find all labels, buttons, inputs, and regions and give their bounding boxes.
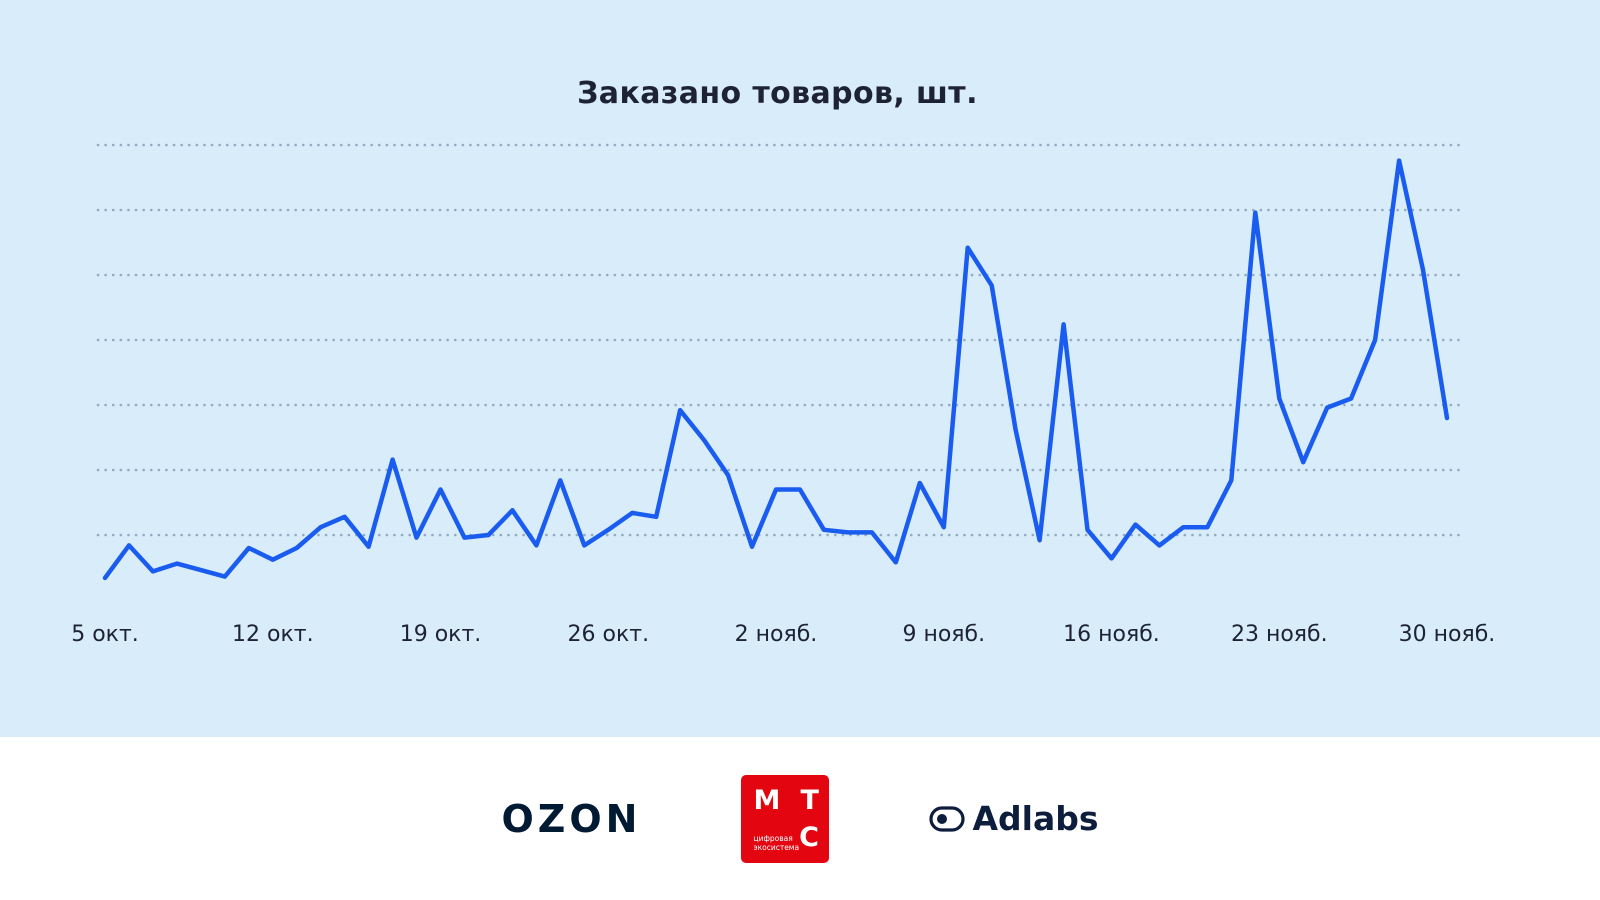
x-axis-label: 2 нояб. — [735, 622, 818, 647]
mts-letter-t: Т — [800, 784, 819, 816]
chart-title: Заказано товаров, шт. — [577, 76, 978, 111]
x-axis-label: 19 окт. — [400, 622, 482, 647]
adlabs-eye-icon — [929, 805, 966, 832]
adlabs-logo: Adlabs — [929, 799, 1098, 838]
mts-letter-c: С — [799, 821, 819, 853]
footer-logo-bar: OZON М Т цифровая экосистема С Adlabs — [0, 737, 1600, 900]
mts-tagline: цифровая экосистема — [753, 833, 800, 853]
orders-line-series — [102, 158, 1450, 581]
chart-canvas: 5 окт. 12 окт. 19 окт. 26 окт. 2 нояб. 9 нояб… — [71, 143, 1496, 647]
x-axis-label: 26 окт. — [568, 622, 650, 647]
adlabs-wordmark: Adlabs — [972, 799, 1099, 838]
mts-logo: М Т цифровая экосистема С — [741, 774, 830, 863]
x-axis-label: 12 окт. — [232, 622, 314, 647]
x-axis-label: 9 нояб. — [902, 622, 985, 647]
x-axis-label: 16 нояб. — [1063, 622, 1160, 647]
x-axis-label: 30 нояб. — [1399, 622, 1496, 647]
x-axis-label: 23 нояб. — [1231, 622, 1328, 647]
orders-chart-section: 5 окт. 12 окт. 19 окт. 26 окт. 2 нояб. 9 нояб… — [0, 0, 1600, 737]
x-axis-label: 5 окт. — [71, 622, 139, 647]
mts-letter-m: М — [753, 784, 781, 816]
ozon-logo: OZON — [501, 796, 642, 841]
